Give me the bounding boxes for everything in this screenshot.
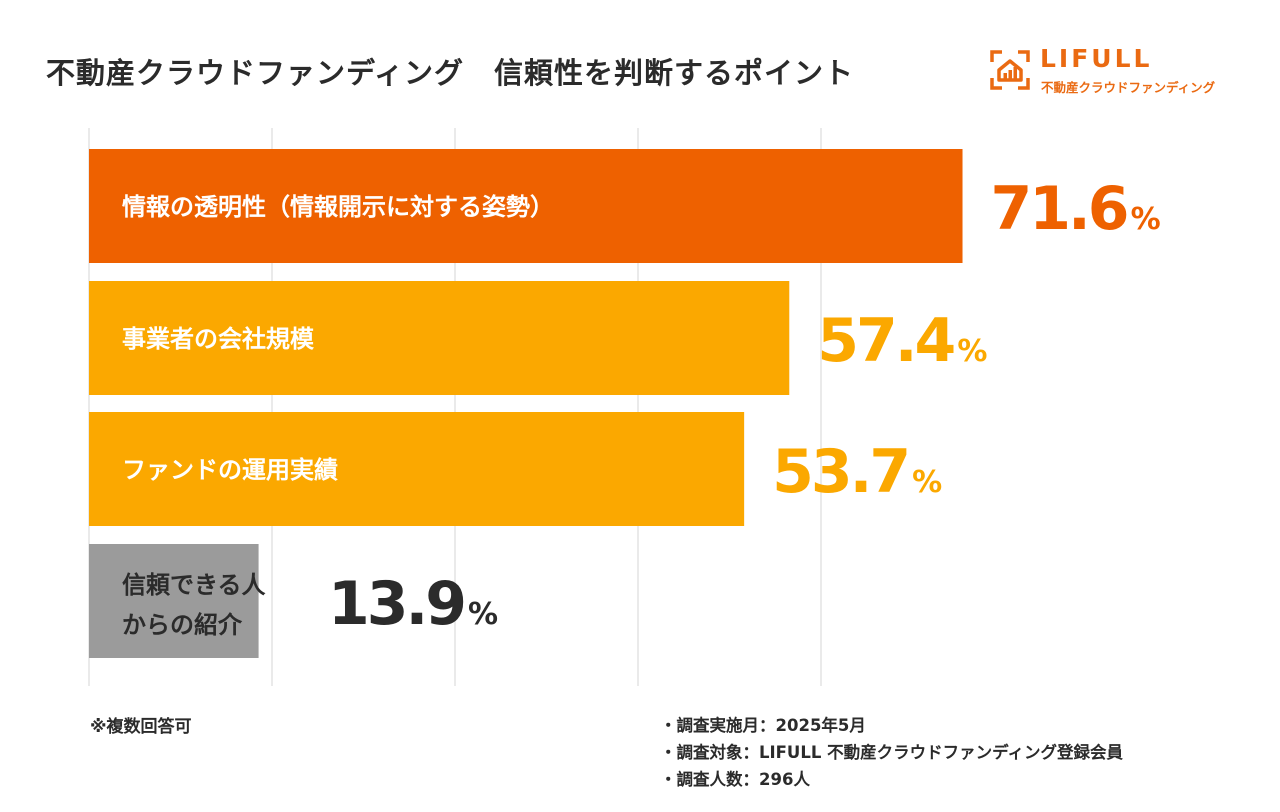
page-title: 不動産クラウドファンディング 信頼性を判断するポイント <box>46 56 854 90</box>
category-label: ファンドの運用実績 <box>122 456 338 484</box>
logo-subtitle: 不動産クラウドファンディング <box>1041 80 1216 95</box>
value-label: 57.4% <box>817 306 987 376</box>
value-label: 53.7% <box>772 437 942 507</box>
survey-info: ・調査実施月：2025年5月 ・調査対象：LIFULL 不動産クラウドファンディ… <box>660 712 1123 793</box>
bar-4 <box>89 544 259 658</box>
value-label: 13.9% <box>328 569 498 639</box>
survey-count: ・調査人数：296人 <box>660 770 810 789</box>
bar-1 <box>89 149 963 263</box>
value-number: 53.7 <box>772 437 908 507</box>
value-number: 71.6 <box>991 174 1127 244</box>
footnote: ※複数回答可 <box>90 717 192 737</box>
bar-2 <box>89 281 790 395</box>
category-label: 情報の透明性（情報開示に対する姿勢） <box>122 193 554 221</box>
value-unit: % <box>957 334 987 369</box>
category-label: 信頼できる人 <box>122 571 266 599</box>
category-label: 事業者の会社規模 <box>122 325 315 353</box>
survey-target: ・調査対象：LIFULL 不動産クラウドファンディング登録会員 <box>660 743 1123 762</box>
value-number: 13.9 <box>328 569 464 639</box>
bar-3 <box>89 412 745 526</box>
lifull-logo: LIFULL 不動産クラウドファンディング <box>988 44 1238 98</box>
category-label: からの紹介 <box>122 611 243 639</box>
value-unit: % <box>1131 202 1161 237</box>
house-logo-icon <box>990 50 1030 90</box>
value-unit: % <box>912 465 942 500</box>
logo-name: LIFULL <box>1040 44 1153 73</box>
value-number: 57.4 <box>817 306 953 376</box>
survey-period: ・調査実施月：2025年5月 <box>660 716 866 735</box>
value-label: 71.6% <box>991 174 1161 244</box>
value-unit: % <box>468 597 498 632</box>
